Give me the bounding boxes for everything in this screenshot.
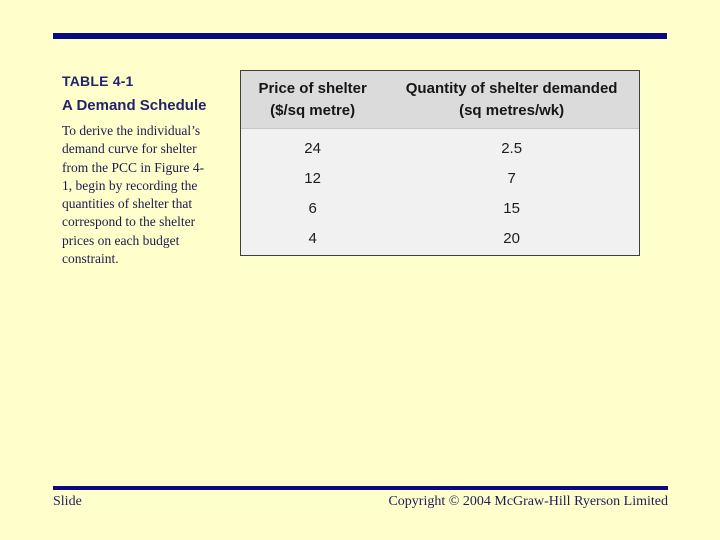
slide-footer-label: Slide bbox=[53, 494, 82, 509]
quantity-cell: 20 bbox=[503, 229, 520, 247]
intro-paragraph: To derive the individual’s demand curve … bbox=[62, 122, 224, 268]
quantity-cell: 2.5 bbox=[501, 139, 523, 157]
left-text-panel: TABLE 4-1 A Demand Schedule To derive th… bbox=[62, 73, 224, 268]
price-header-line2: ($/sq metre) bbox=[270, 102, 356, 119]
slide-subtitle: A Demand Schedule bbox=[62, 97, 207, 114]
top-rule bbox=[53, 33, 667, 39]
table-label: TABLE 4-1 bbox=[62, 73, 134, 89]
paragraph-line: To derive the individual’s bbox=[62, 123, 201, 138]
table-row: 24 2.5 bbox=[241, 133, 639, 163]
price-cell: 6 bbox=[308, 199, 317, 217]
table-header-row: Price of shelter ($/sq metre) Quantity o… bbox=[241, 71, 639, 129]
paragraph-line: demand curve for shelter bbox=[62, 141, 197, 157]
price-cell: 24 bbox=[304, 139, 321, 157]
table-row: 4 20 bbox=[241, 223, 639, 253]
paragraph-line: quantities of shelter that bbox=[62, 196, 193, 212]
quantity-cell: 15 bbox=[503, 199, 520, 217]
quantity-cell: 7 bbox=[507, 169, 516, 187]
paragraph-line: 1, begin by recording the bbox=[62, 177, 198, 193]
quantity-header-line2: (sq metres/wk) bbox=[459, 102, 565, 119]
table-row: 12 7 bbox=[241, 163, 639, 193]
paragraph-line: from the PCC in Figure 4- bbox=[62, 159, 205, 175]
paragraph-line: constraint. bbox=[62, 251, 119, 267]
copyright-text: Copyright © 2004 McGraw-Hill Ryerson Lim… bbox=[388, 494, 668, 509]
paragraph-line: prices on each budget bbox=[62, 232, 180, 248]
price-cell: 12 bbox=[304, 169, 321, 187]
table-row: 6 15 bbox=[241, 193, 639, 223]
demand-schedule-table: Price of shelter ($/sq metre) Quantity o… bbox=[240, 70, 640, 256]
price-cell: 4 bbox=[308, 229, 317, 247]
quantity-column-header: Quantity of shelter demanded (sq metres/… bbox=[384, 78, 639, 122]
price-column-header: Price of shelter ($/sq metre) bbox=[241, 78, 384, 122]
quantity-header-line1: Quantity of shelter demanded bbox=[405, 80, 618, 97]
paragraph-line: correspond to the shelter bbox=[62, 214, 196, 230]
table-body: 24 2.5 12 7 6 15 4 20 bbox=[241, 129, 639, 255]
footer-rule bbox=[53, 486, 668, 490]
price-header-line1: Price of shelter bbox=[258, 80, 367, 97]
